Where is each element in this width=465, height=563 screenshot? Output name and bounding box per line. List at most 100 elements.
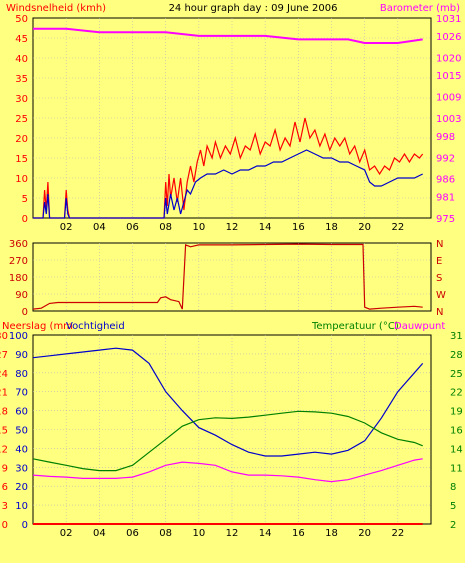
wind-x-tick-label: 10 bbox=[192, 222, 205, 233]
rain-y-tick-label: 21 bbox=[0, 388, 8, 399]
compass-tick-label: S bbox=[436, 273, 442, 284]
barometer-y-tick-label: 1031 bbox=[436, 14, 461, 25]
rain-x-tick-label: 20 bbox=[358, 528, 371, 539]
rain-x-tick-label: 06 bbox=[126, 528, 139, 539]
wind-x-tick-label: 12 bbox=[226, 222, 239, 233]
wind-speed-y-tick-label: 10 bbox=[15, 174, 28, 185]
barometer-y-tick-label: 998 bbox=[436, 132, 455, 143]
direction-degrees-y-tick-label: 270 bbox=[9, 256, 28, 267]
wind-barometer-panel: 0510152025303540455097598198699299810031… bbox=[15, 14, 461, 233]
rain-x-tick-label: 18 bbox=[325, 528, 338, 539]
wind-speed-y-tick-label: 35 bbox=[15, 74, 28, 85]
humidity-y-tick-label: 0 bbox=[22, 520, 28, 531]
rain-y-tick-label: 18 bbox=[0, 407, 8, 418]
wind-speed-y-tick-label: 5 bbox=[22, 194, 28, 205]
rain-x-tick-label: 08 bbox=[159, 528, 172, 539]
rain-x-tick-label: 22 bbox=[391, 528, 404, 539]
barometer-y-tick-label: 1026 bbox=[436, 32, 461, 43]
temperature-y-tick-label: 22 bbox=[450, 388, 463, 399]
rain-y-tick-label: 15 bbox=[0, 426, 8, 437]
barometer-y-tick-label: 981 bbox=[436, 193, 455, 204]
wind-x-tick-label: 08 bbox=[159, 222, 172, 233]
humidity-y-tick-label: 10 bbox=[15, 501, 28, 512]
wind-speed-y-tick-label: 45 bbox=[15, 34, 28, 45]
graph-title: 24 hour graph day : 09 June 2006 bbox=[169, 3, 338, 14]
temperature-y-tick-label: 2 bbox=[450, 520, 456, 531]
dewpoint-axis-title: Dauwpunt bbox=[394, 321, 445, 332]
wind-speed-y-tick-label: 30 bbox=[15, 94, 28, 105]
rain-y-tick-label: 0 bbox=[2, 520, 8, 531]
humidity-y-tick-label: 30 bbox=[15, 463, 28, 474]
rain-y-tick-label: 27 bbox=[0, 350, 8, 361]
rain-x-tick-label: 04 bbox=[93, 528, 106, 539]
wind-x-tick-label: 16 bbox=[292, 222, 305, 233]
series-baro-line bbox=[33, 27, 423, 44]
barometer-axis-title: Barometer (mb) bbox=[380, 3, 460, 14]
series-dewpoint-line bbox=[32, 458, 423, 483]
wind-x-tick-label: 22 bbox=[391, 222, 404, 233]
barometer-y-tick-label: 1003 bbox=[436, 114, 461, 125]
temperature-y-tick-label: 11 bbox=[450, 463, 463, 474]
humidity-y-tick-label: 100 bbox=[9, 331, 28, 342]
barometer-y-tick-label: 1015 bbox=[436, 71, 461, 82]
rain-y-tick-label: 9 bbox=[2, 463, 8, 474]
series-direction-line bbox=[32, 243, 423, 310]
temperature-y-tick-label: 5 bbox=[450, 501, 456, 512]
humidity-y-tick-label: 20 bbox=[15, 482, 28, 493]
direction-degrees-y-tick-label: 90 bbox=[15, 290, 28, 301]
rain-y-tick-label: 3 bbox=[2, 501, 8, 512]
rain-y-tick-label: 6 bbox=[2, 482, 8, 493]
rain-x-tick-label: 12 bbox=[226, 528, 239, 539]
series-temperature-line bbox=[32, 410, 423, 472]
temperature-y-tick-label: 19 bbox=[450, 407, 463, 418]
humidity-y-tick-label: 60 bbox=[15, 407, 28, 418]
direction-degrees-y-tick-label: 180 bbox=[9, 273, 28, 284]
wind-speed-y-tick-label: 40 bbox=[15, 54, 28, 65]
temperature-axis-title: Temperatuur (°C) bbox=[311, 321, 399, 332]
wind-x-tick-label: 14 bbox=[259, 222, 272, 233]
series-humidity-line bbox=[32, 347, 424, 457]
compass-tick-label: N bbox=[436, 307, 443, 318]
barometer-y-tick-label: 986 bbox=[436, 175, 455, 186]
barometer-y-tick-label: 1009 bbox=[436, 93, 461, 104]
humidity-y-tick-label: 70 bbox=[15, 388, 28, 399]
direction-degrees-y-tick-label: 0 bbox=[22, 307, 28, 318]
humidity-y-tick-label: 50 bbox=[15, 426, 28, 437]
wind-speed-y-tick-label: 25 bbox=[15, 114, 28, 125]
humidity-y-tick-label: 80 bbox=[15, 369, 28, 380]
humidity-y-tick-label: 90 bbox=[15, 350, 28, 361]
wind-speed-y-tick-label: 0 bbox=[22, 214, 28, 225]
wind-speed-y-tick-label: 15 bbox=[15, 154, 28, 165]
series-avg-line bbox=[33, 149, 423, 219]
barometer-y-tick-label: 992 bbox=[436, 153, 455, 164]
temperature-y-tick-label: 25 bbox=[450, 369, 463, 380]
rain-x-tick-label: 16 bbox=[292, 528, 305, 539]
compass-tick-label: E bbox=[436, 256, 442, 267]
series-gust-line bbox=[33, 117, 424, 219]
humidity-axis-title: Vochtigheid bbox=[66, 321, 125, 332]
temperature-y-tick-label: 8 bbox=[450, 482, 456, 493]
wind-x-tick-label: 04 bbox=[93, 222, 106, 233]
temperature-y-tick-label: 16 bbox=[450, 426, 463, 437]
compass-tick-label: W bbox=[436, 290, 446, 301]
temperature-y-tick-label: 14 bbox=[450, 444, 463, 455]
humidity-y-tick-label: 40 bbox=[15, 444, 28, 455]
wind-x-tick-label: 20 bbox=[358, 222, 371, 233]
rain-y-tick-label: 24 bbox=[0, 369, 8, 380]
rain-x-tick-label: 10 bbox=[192, 528, 205, 539]
wind-x-tick-label: 06 bbox=[126, 222, 139, 233]
barometer-y-tick-label: 1020 bbox=[436, 53, 461, 64]
wind-x-tick-label: 18 bbox=[325, 222, 338, 233]
rain-x-tick-label: 14 bbox=[259, 528, 272, 539]
rain-x-tick-label: 02 bbox=[60, 528, 73, 539]
rain-axis-title: Neerslag (mm bbox=[2, 321, 73, 332]
temperature-y-tick-label: 28 bbox=[450, 350, 463, 361]
temperature-y-tick-label: 31 bbox=[450, 331, 463, 342]
wind-speed-y-tick-label: 20 bbox=[15, 134, 28, 145]
rain-y-tick-label: 30 bbox=[0, 331, 8, 342]
wind-x-tick-label: 02 bbox=[60, 222, 73, 233]
rain-humidity-temperature-panel: 0369121518212427300102030405060708090100… bbox=[0, 331, 463, 539]
rain-y-tick-label: 12 bbox=[0, 444, 8, 455]
